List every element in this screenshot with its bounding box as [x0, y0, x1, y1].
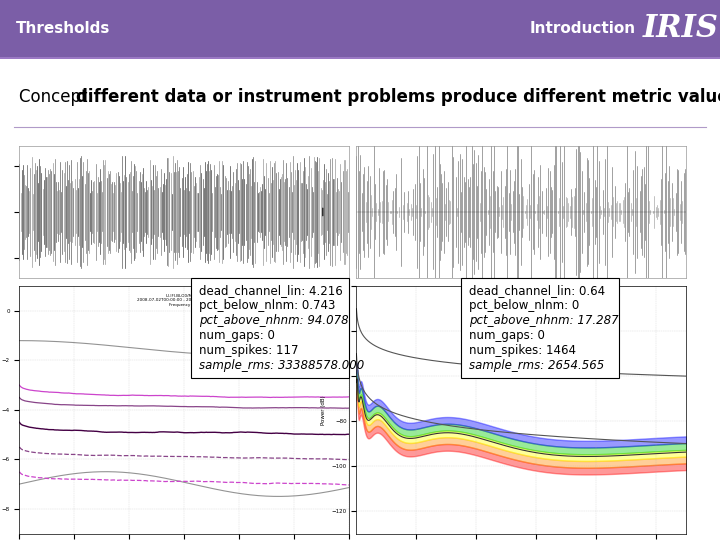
Text: Introduction: Introduction: [529, 21, 635, 36]
FancyBboxPatch shape: [461, 278, 619, 378]
Text: IU.QSPA.60.SH2.M
2010-01-07T00:00:00 - 2010-01-08T21:40:00
Frequency (Hz): IU.QSPA.60.SH2.M 2010-01-07T00:00:00 - 2…: [474, 294, 568, 307]
Text: pct_above_nhnm: 17.287: pct_above_nhnm: 17.287: [469, 314, 618, 327]
Text: Concept:: Concept:: [19, 88, 99, 106]
Text: different data or instrument problems produce different metric values.: different data or instrument problems pr…: [76, 88, 720, 106]
Text: num_spikes: 117: num_spikes: 117: [199, 344, 298, 357]
Text: num_gaps: 0: num_gaps: 0: [469, 329, 544, 342]
Text: pct_below_nlnm: 0: pct_below_nlnm: 0: [469, 299, 579, 312]
Bar: [0, 57, 720, 59]
Text: num_spikes: 1464: num_spikes: 1464: [469, 344, 576, 357]
Text: sample_rms: 33388578.000: sample_rms: 33388578.000: [199, 359, 364, 372]
Y-axis label: Power (dB): Power (dB): [321, 395, 326, 424]
FancyBboxPatch shape: [191, 278, 349, 378]
Text: IU.IFI.BLO0/MHT.M
2008-07-02T00:00:00 - 2008-07-03T12:00:55
Frequency (Hz): IU.IFI.BLO0/MHT.M 2008-07-02T00:00:00 - …: [138, 294, 231, 307]
Bar: [0, 0, 720, 57]
Text: dead_channel_lin: 4.216: dead_channel_lin: 4.216: [199, 284, 343, 297]
Text: pct_above_nhnm: 94.078: pct_above_nhnm: 94.078: [199, 314, 348, 327]
Text: num_gaps: 0: num_gaps: 0: [199, 329, 274, 342]
Text: pct_below_nlnm: 0.743: pct_below_nlnm: 0.743: [199, 299, 335, 312]
Text: IRIS: IRIS: [642, 13, 719, 44]
Text: dead_channel_lin: 0.64: dead_channel_lin: 0.64: [469, 284, 605, 297]
Text: sample_rms: 2654.565: sample_rms: 2654.565: [469, 359, 604, 372]
Text: Thresholds: Thresholds: [16, 21, 110, 36]
